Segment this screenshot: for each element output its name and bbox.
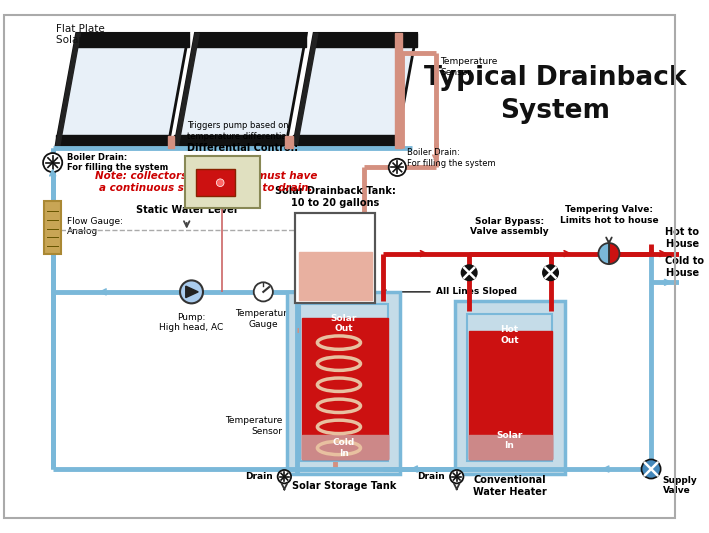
Polygon shape [469, 435, 552, 459]
Text: Temperature
Sensor: Temperature Sensor [440, 57, 498, 77]
Wedge shape [609, 243, 620, 264]
Text: Solar Bypass:
Valve assembly: Solar Bypass: Valve assembly [470, 217, 549, 236]
Text: Pump:
High head, AC: Pump: High head, AC [160, 313, 223, 333]
Text: Solar
Out: Solar Out [330, 314, 357, 333]
Polygon shape [55, 34, 80, 148]
Text: System: System [501, 98, 610, 124]
FancyBboxPatch shape [295, 213, 375, 303]
Text: Supply
Valve: Supply Valve [663, 475, 698, 495]
Text: Hot to
House: Hot to House [666, 227, 700, 249]
Text: Flow Gauge:
Analog: Flow Gauge: Analog [67, 217, 123, 237]
Text: Flat Plate
Solar Collectors: Flat Plate Solar Collectors [55, 24, 138, 45]
Polygon shape [469, 331, 552, 459]
Polygon shape [55, 34, 189, 148]
Circle shape [642, 459, 661, 479]
Circle shape [180, 280, 203, 303]
Circle shape [389, 159, 406, 176]
Text: Hot
Out: Hot Out [500, 325, 519, 345]
Circle shape [450, 470, 464, 483]
Text: Temperature
Gauge: Temperature Gauge [235, 309, 292, 328]
Circle shape [543, 265, 558, 280]
Polygon shape [396, 34, 402, 148]
Text: Solar Drainback Tank:
10 to 20 gallons: Solar Drainback Tank: 10 to 20 gallons [274, 186, 396, 208]
Polygon shape [301, 318, 388, 459]
Polygon shape [293, 135, 396, 148]
Polygon shape [293, 34, 318, 148]
Text: Differential Control:: Differential Control: [186, 143, 298, 153]
FancyBboxPatch shape [454, 302, 565, 474]
Polygon shape [298, 252, 372, 300]
Polygon shape [174, 34, 306, 148]
Text: Triggers pump based on
temperature differential: Triggers pump based on temperature diffe… [186, 121, 289, 141]
FancyBboxPatch shape [467, 314, 552, 462]
Text: All Lines Sloped: All Lines Sloped [383, 287, 517, 296]
Circle shape [254, 282, 273, 302]
Polygon shape [314, 34, 416, 47]
Circle shape [278, 470, 291, 483]
Polygon shape [293, 34, 416, 148]
Text: Drain: Drain [418, 472, 445, 481]
Text: Solar
In: Solar In [496, 431, 523, 450]
Circle shape [43, 153, 62, 172]
Text: Temperature
Sensor: Temperature Sensor [225, 416, 282, 435]
Polygon shape [55, 135, 167, 148]
Polygon shape [301, 435, 388, 459]
Wedge shape [598, 243, 609, 264]
Circle shape [462, 265, 477, 280]
Text: Boiler Drain:
For filling the system: Boiler Drain: For filling the system [67, 153, 168, 172]
Text: Solar Storage Tank: Solar Storage Tank [291, 481, 396, 491]
Polygon shape [174, 135, 285, 148]
Text: Static Water Level: Static Water Level [136, 205, 238, 215]
FancyBboxPatch shape [185, 156, 260, 208]
FancyBboxPatch shape [196, 169, 235, 196]
FancyBboxPatch shape [44, 201, 61, 254]
Polygon shape [285, 136, 293, 148]
Polygon shape [77, 34, 189, 47]
Text: Cold to
House: Cold to House [666, 256, 705, 278]
Polygon shape [174, 34, 199, 148]
Text: Typical Drainback: Typical Drainback [424, 65, 686, 91]
Polygon shape [186, 286, 199, 297]
Text: Tempering Valve:
Limits hot to house: Tempering Valve: Limits hot to house [559, 205, 658, 225]
Circle shape [216, 179, 224, 187]
FancyBboxPatch shape [300, 304, 388, 462]
Text: Note: collectors and piping must have
a continuous slope in order to drain.: Note: collectors and piping must have a … [95, 171, 317, 192]
Text: Conventional
Water Heater: Conventional Water Heater [472, 475, 546, 497]
Text: Boiler Drain:
For filling the system: Boiler Drain: For filling the system [407, 148, 496, 167]
Text: Drain: Drain [245, 472, 273, 481]
FancyBboxPatch shape [287, 292, 400, 474]
Polygon shape [195, 34, 306, 47]
Polygon shape [167, 136, 174, 148]
Text: Cold
In: Cold In [333, 438, 355, 458]
